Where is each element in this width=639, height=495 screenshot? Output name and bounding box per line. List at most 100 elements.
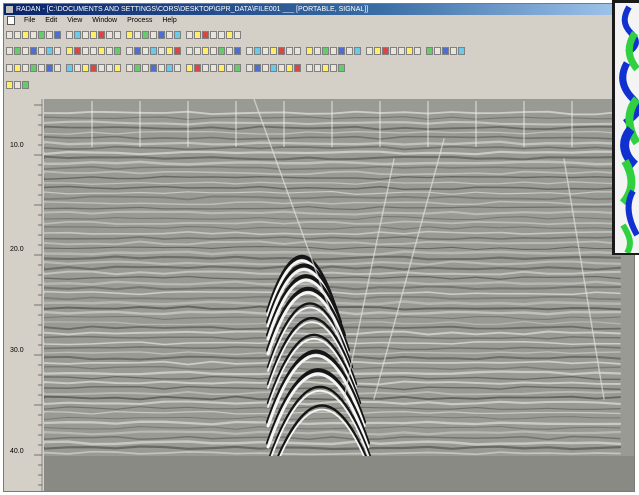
toolbar-button[interactable] bbox=[210, 47, 217, 55]
toolbar-button[interactable] bbox=[22, 64, 29, 72]
toolbar-button[interactable] bbox=[294, 64, 301, 72]
toolbar-button[interactable] bbox=[382, 47, 389, 55]
toolbar-button[interactable] bbox=[226, 47, 233, 55]
toolbar-button[interactable] bbox=[106, 64, 113, 72]
toolbar-button[interactable] bbox=[134, 64, 141, 72]
toolbar-button[interactable] bbox=[46, 31, 53, 39]
toolbar-button[interactable] bbox=[150, 64, 157, 72]
toolbar-button[interactable] bbox=[6, 47, 13, 55]
toolbar-button[interactable] bbox=[46, 64, 53, 72]
toolbar-button[interactable] bbox=[54, 31, 61, 39]
toolbar-button[interactable] bbox=[90, 47, 97, 55]
toolbar-button[interactable] bbox=[306, 47, 313, 55]
menu-process[interactable]: Process bbox=[127, 17, 153, 24]
toolbar-button[interactable] bbox=[322, 47, 329, 55]
toolbar-button[interactable] bbox=[66, 31, 73, 39]
title-bar[interactable]: RADAN - [C:\DOCUMENTS AND SETTINGS\CORS\… bbox=[4, 4, 634, 15]
toolbar-button[interactable] bbox=[414, 47, 421, 55]
toolbar-button[interactable] bbox=[186, 47, 193, 55]
toolbar-button[interactable] bbox=[426, 47, 433, 55]
toolbar-button[interactable] bbox=[142, 31, 149, 39]
toolbar-button[interactable] bbox=[158, 64, 165, 72]
toolbar-button[interactable] bbox=[114, 31, 121, 39]
toolbar-button[interactable] bbox=[226, 64, 233, 72]
toolbar-button[interactable] bbox=[98, 31, 105, 39]
toolbar-button[interactable] bbox=[306, 64, 313, 72]
toolbar-button[interactable] bbox=[218, 64, 225, 72]
toolbar-button[interactable] bbox=[38, 64, 45, 72]
toolbar-button[interactable] bbox=[210, 31, 217, 39]
toolbar-button[interactable] bbox=[166, 47, 173, 55]
toolbar-button[interactable] bbox=[254, 64, 261, 72]
toolbar-button[interactable] bbox=[366, 47, 373, 55]
toolbar-button[interactable] bbox=[126, 47, 133, 55]
toolbar-button[interactable] bbox=[338, 64, 345, 72]
toolbar-button[interactable] bbox=[270, 64, 277, 72]
toolbar-button[interactable] bbox=[90, 31, 97, 39]
toolbar-button[interactable] bbox=[22, 31, 29, 39]
toolbar-button[interactable] bbox=[434, 47, 441, 55]
toolbar-button[interactable] bbox=[246, 64, 253, 72]
toolbar-button[interactable] bbox=[82, 31, 89, 39]
menu-view[interactable]: View bbox=[67, 17, 83, 24]
toolbar-button[interactable] bbox=[30, 64, 37, 72]
toolbar-button[interactable] bbox=[142, 47, 149, 55]
toolbar-button[interactable] bbox=[6, 31, 13, 39]
toolbar-button[interactable] bbox=[166, 31, 173, 39]
toolbar-button[interactable] bbox=[450, 47, 457, 55]
toolbar-button[interactable] bbox=[98, 64, 105, 72]
toolbar-button[interactable] bbox=[174, 64, 181, 72]
toolbar-button[interactable] bbox=[82, 47, 89, 55]
toolbar-button[interactable] bbox=[262, 47, 269, 55]
toolbar-button[interactable] bbox=[114, 47, 121, 55]
toolbar-button[interactable] bbox=[202, 64, 209, 72]
toolbar-button[interactable] bbox=[90, 64, 97, 72]
toolbar-button[interactable] bbox=[14, 64, 21, 72]
menu-help[interactable]: Help bbox=[162, 17, 177, 24]
toolbar-button[interactable] bbox=[194, 47, 201, 55]
toolbar-button[interactable] bbox=[14, 47, 21, 55]
toolbar-button[interactable] bbox=[354, 47, 361, 55]
toolbar-button[interactable] bbox=[14, 81, 21, 89]
toolbar-button[interactable] bbox=[294, 47, 301, 55]
toolbar-button[interactable] bbox=[458, 47, 465, 55]
toolbar-button[interactable] bbox=[390, 47, 397, 55]
toolbar-button[interactable] bbox=[142, 64, 149, 72]
toolbar-button[interactable] bbox=[134, 31, 141, 39]
toolbar-button[interactable] bbox=[262, 64, 269, 72]
toolbar-button[interactable] bbox=[150, 47, 157, 55]
toolbar-button[interactable] bbox=[330, 47, 337, 55]
toolbar-button[interactable] bbox=[98, 47, 105, 55]
toolbar-button[interactable] bbox=[186, 64, 193, 72]
toolbar-button[interactable] bbox=[106, 31, 113, 39]
toolbar-button[interactable] bbox=[338, 47, 345, 55]
menu-file[interactable]: File bbox=[23, 17, 36, 24]
toolbar-button[interactable] bbox=[374, 47, 381, 55]
toolbar-button[interactable] bbox=[38, 47, 45, 55]
toolbar-button[interactable] bbox=[126, 64, 133, 72]
toolbar-button[interactable] bbox=[398, 47, 405, 55]
toolbar-button[interactable] bbox=[346, 47, 353, 55]
toolbar-button[interactable] bbox=[106, 47, 113, 55]
toolbar-button[interactable] bbox=[330, 64, 337, 72]
toolbar-button[interactable] bbox=[66, 47, 73, 55]
toolbar-button[interactable] bbox=[82, 64, 89, 72]
toolbar-button[interactable] bbox=[126, 31, 133, 39]
toolbar-button[interactable] bbox=[166, 64, 173, 72]
toolbar-button[interactable] bbox=[174, 31, 181, 39]
toolbar-button[interactable] bbox=[234, 64, 241, 72]
toolbar-button[interactable] bbox=[314, 64, 321, 72]
toolbar-button[interactable] bbox=[30, 47, 37, 55]
toolbar-button[interactable] bbox=[54, 47, 61, 55]
toolbar-button[interactable] bbox=[202, 47, 209, 55]
toolbar-button[interactable] bbox=[226, 31, 233, 39]
menu-window[interactable]: Window bbox=[92, 17, 118, 24]
toolbar-button[interactable] bbox=[74, 31, 81, 39]
toolbar-button[interactable] bbox=[6, 64, 13, 72]
toolbar-button[interactable] bbox=[6, 81, 13, 89]
toolbar-button[interactable] bbox=[74, 64, 81, 72]
toolbar-button[interactable] bbox=[54, 64, 61, 72]
toolbar-button[interactable] bbox=[218, 31, 225, 39]
toolbar-button[interactable] bbox=[278, 64, 285, 72]
toolbar-button[interactable] bbox=[246, 47, 253, 55]
